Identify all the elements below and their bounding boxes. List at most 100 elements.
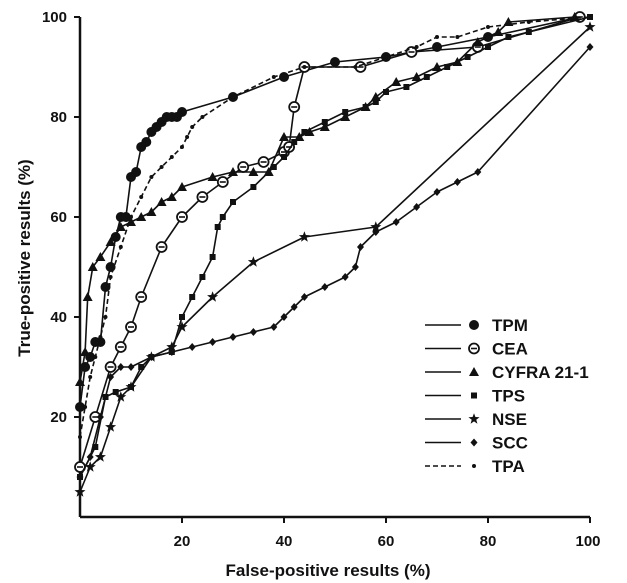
data-point-tps	[342, 109, 349, 115]
data-point-tps	[362, 104, 369, 110]
legend: TPM CEA CYFRA 21-1 TPS NSE SCC TPA	[425, 316, 589, 476]
data-point-scc	[209, 338, 217, 346]
legend-label-nse: NSE	[492, 410, 527, 429]
data-point-nse	[176, 321, 188, 332]
data-point-tpa	[159, 165, 164, 169]
series-scc	[76, 43, 594, 481]
data-point-tps	[138, 364, 145, 370]
data-point-cyfra-21-1	[279, 132, 289, 141]
y-tick-label: 100	[42, 9, 67, 26]
legend-marker-nse	[468, 413, 480, 424]
data-point-tpa	[588, 15, 592, 19]
data-point-tps	[219, 214, 226, 220]
ticks: 20 40 60 80 100 20 40 60 80 100	[42, 9, 601, 550]
data-point-cyfra-21-1	[340, 112, 351, 121]
data-point-cyfra-21-1	[248, 167, 259, 176]
data-point-cyfra-21-1	[166, 192, 177, 201]
data-point-scc	[586, 43, 594, 51]
data-point-scc	[341, 273, 349, 281]
legend-marker-scc	[470, 438, 478, 447]
legend-label-tpm: TPM	[492, 316, 528, 335]
data-point-cyfra-21-1	[432, 62, 442, 71]
data-point-nse	[115, 391, 127, 402]
data-point-nse	[298, 231, 310, 242]
data-point-tpa	[353, 65, 358, 69]
data-point-tps	[372, 99, 379, 105]
legend-item-nse: NSE	[425, 410, 527, 429]
data-point-tps	[485, 44, 491, 50]
data-point-scc	[168, 348, 176, 356]
data-point-tps	[383, 89, 389, 95]
legend-item-cea: CEA	[425, 340, 528, 359]
data-point-nse	[105, 421, 117, 432]
data-point-cyfra-21-1	[82, 292, 93, 301]
legend-marker-tps	[471, 392, 477, 399]
data-point-tps	[525, 29, 532, 35]
data-point-scc	[280, 313, 288, 321]
legend-marker-cyfra-21-1	[469, 367, 479, 376]
data-point-tps	[209, 254, 216, 260]
legend-label-cyfra-21-1: CYFRA 21-1	[492, 363, 589, 382]
data-point-tps	[179, 314, 185, 320]
data-point-scc	[357, 243, 364, 251]
data-point-nse	[74, 486, 86, 497]
data-point-tps	[321, 119, 328, 125]
x-tick-label: 80	[480, 533, 497, 550]
legend-label-tps: TPS	[492, 387, 525, 406]
data-point-scc	[147, 353, 155, 361]
data-point-scc	[127, 363, 135, 371]
data-point-tps	[189, 294, 196, 300]
data-point-tpa	[108, 275, 113, 279]
data-point-tpm	[100, 282, 111, 292]
legend-item-tpm: TPM	[425, 316, 528, 335]
data-point-tpa	[78, 435, 82, 439]
data-point-tps	[230, 199, 236, 205]
data-point-nse	[166, 341, 178, 352]
data-point-scc	[372, 228, 380, 236]
data-point-tpa	[231, 95, 235, 99]
data-point-tps	[112, 389, 119, 395]
data-point-tpa	[88, 375, 93, 379]
data-point-cyfra-21-1	[156, 197, 167, 206]
data-point-tpa	[185, 135, 190, 139]
data-point-nse	[207, 291, 219, 302]
data-point-cyfra-21-1	[146, 207, 157, 216]
data-point-tpa	[435, 35, 439, 39]
y-tick-label: 60	[50, 209, 67, 226]
x-axis-title: False-positive results (%)	[225, 561, 430, 580]
data-point-tpm	[141, 137, 152, 147]
data-point-tps	[301, 129, 308, 135]
data-point-cyfra-21-1	[391, 77, 402, 86]
data-point-tpa	[83, 405, 88, 409]
series-line-tpa	[79, 16, 591, 438]
data-point-cyfra-21-1	[80, 347, 91, 356]
series-layer	[74, 11, 596, 497]
series-nse	[74, 21, 596, 497]
data-point-scc	[300, 293, 308, 301]
data-point-tpa	[98, 335, 103, 339]
data-point-tpm	[75, 402, 85, 412]
x-tick-label: 40	[276, 533, 293, 550]
legend-item-cyfra-21-1: CYFRA 21-1	[425, 363, 589, 382]
data-point-nse	[94, 451, 106, 462]
series-line-nse	[79, 26, 591, 493]
data-point-tps	[250, 184, 257, 190]
legend-label-scc: SCC	[492, 434, 528, 453]
data-point-tpa	[302, 65, 307, 69]
data-point-cyfra-21-1	[95, 252, 106, 261]
data-point-cyfra-21-1	[136, 212, 147, 221]
data-point-tps	[403, 84, 410, 90]
data-point-tpm	[131, 167, 142, 177]
data-point-nse	[247, 256, 259, 267]
data-point-tpa	[271, 75, 276, 79]
data-point-scc	[290, 303, 298, 311]
legend-marker-tpm	[469, 320, 479, 330]
data-point-scc	[413, 203, 421, 211]
data-point-tpa	[139, 195, 144, 199]
legend-marker-tpa	[472, 464, 476, 468]
data-point-scc	[249, 328, 257, 336]
data-point-tpa	[200, 115, 205, 119]
data-point-nse	[584, 21, 596, 32]
data-point-cyfra-21-1	[207, 172, 218, 181]
data-point-tpa	[118, 245, 123, 249]
